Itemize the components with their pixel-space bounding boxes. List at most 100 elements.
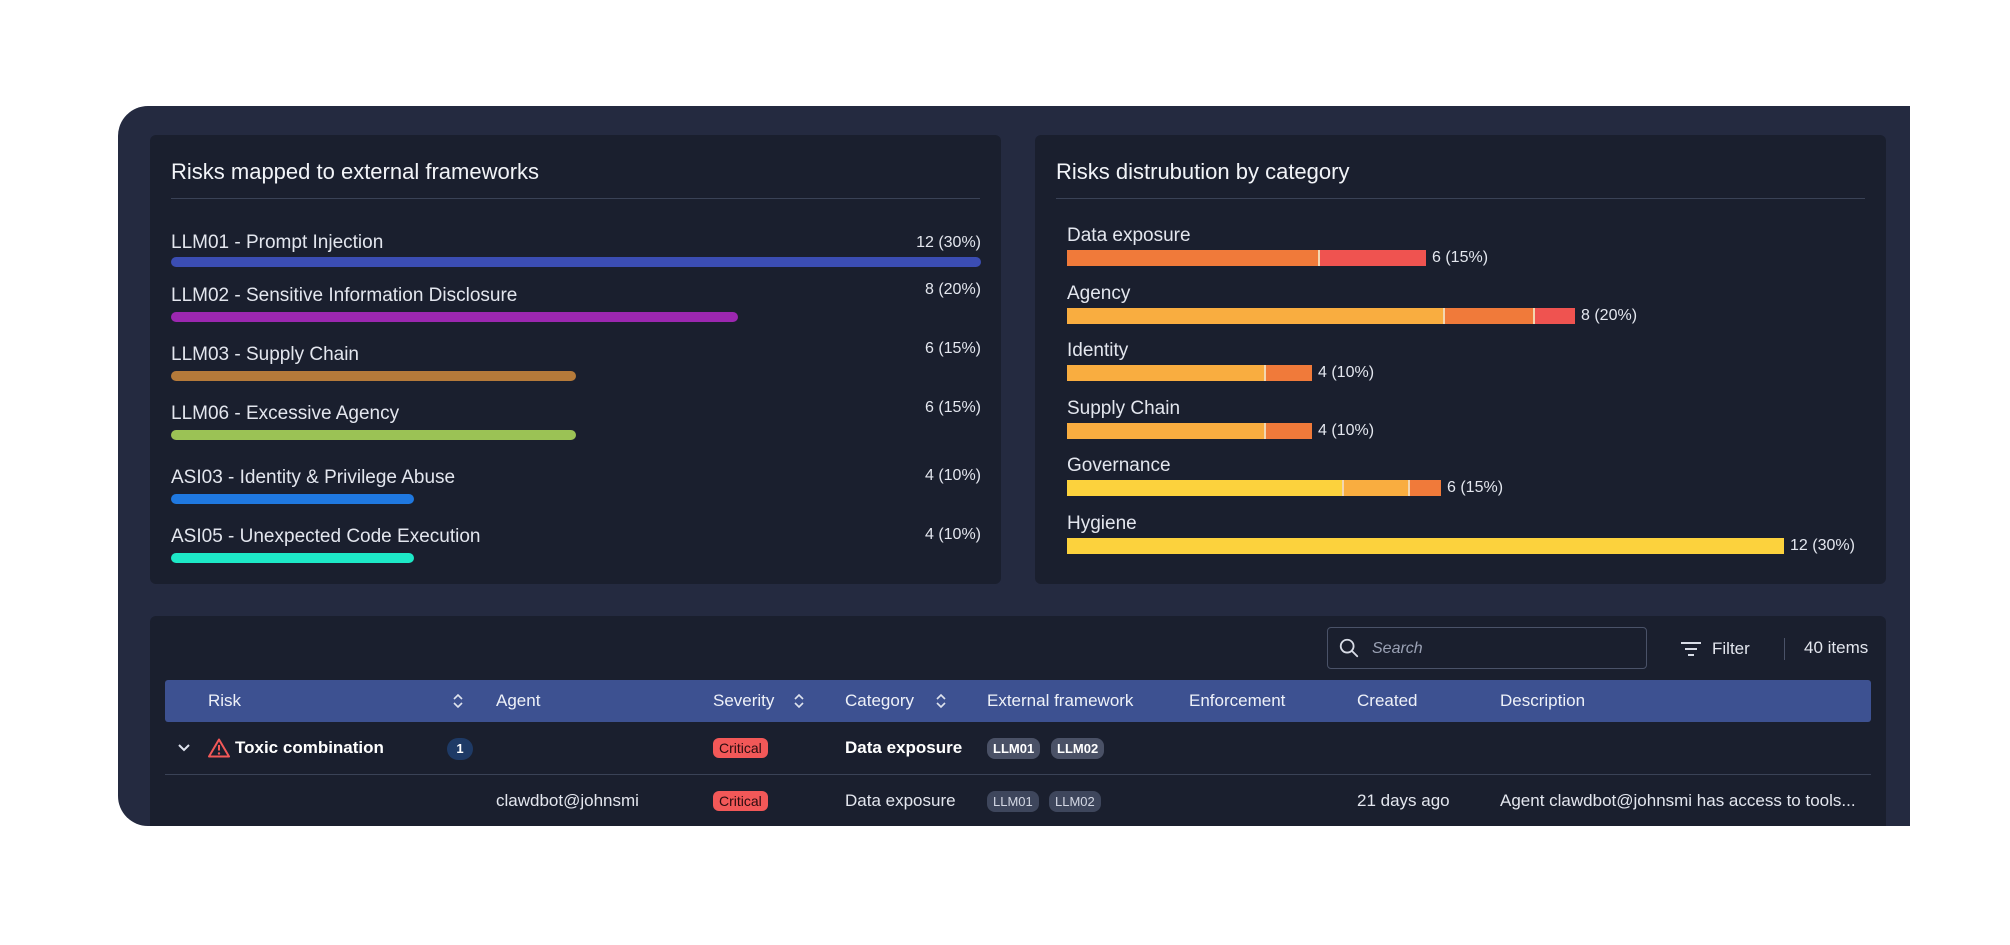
category-bar-segment [1067,365,1264,381]
divider [1056,198,1865,199]
row-description: Agent clawdbot@johnsmi has access to too… [1500,791,1856,810]
sort-icon[interactable] [452,692,464,710]
framework-bar [171,257,981,267]
framework-row: ASI03 - Identity & Privilege Abuse 4 (10… [171,467,981,507]
framework-row: ASI05 - Unexpected Code Execution 4 (10%… [171,526,981,566]
framework-value: 8 (20%) [924,281,981,298]
category-bar-segment [1408,480,1441,496]
category-bar-segment [1067,308,1443,324]
framework-label: ASI03 - Identity & Privilege Abuse [171,467,456,488]
framework-label: LLM03 - Supply Chain [171,344,359,365]
search-input[interactable] [1370,634,1634,664]
column-header-severity[interactable]: Severity [713,691,775,710]
framework-label: ASI05 - Unexpected Code Execution [171,526,481,547]
category-bar [1067,250,1426,266]
column-header-enforcement[interactable]: Enforcement [1189,691,1286,710]
framework-bar [171,494,414,504]
row-agent: clawdbot@johnsmi [496,791,639,810]
category-value: 6 (15%) [1447,479,1504,496]
category-bar-segment [1264,423,1312,439]
category-value: 12 (30%) [1790,537,1855,554]
category-label: Data exposure [1067,225,1191,246]
category-row: Identity 4 (10%) [1067,340,1877,384]
group-risk-name: Toxic combination [235,738,384,757]
category-bar-segment [1443,308,1533,324]
row-category: Data exposure [845,791,956,810]
table-group-row[interactable]: Toxic combination 1 Critical Data exposu… [165,724,1871,776]
column-header-external-framework[interactable]: External framework [987,691,1134,710]
sort-icon[interactable] [935,692,947,710]
risks-table-panel: Filter 40 items Risk Agent Severity Cate… [150,616,1886,826]
category-value: 8 (20%) [1581,307,1638,324]
severity-badge: Critical [713,791,768,811]
category-value: 4 (10%) [1318,422,1375,439]
category-bar-segment [1067,423,1264,439]
framework-tag: LLM01 [987,791,1039,812]
framework-row: LLM06 - Excessive Agency 6 (15%) [171,399,981,443]
framework-label: LLM06 - Excessive Agency [171,403,400,424]
framework-bar [171,430,576,440]
framework-value: 12 (30%) [916,234,981,251]
framework-bar [171,371,576,381]
search-icon [1339,638,1359,658]
framework-value: 4 (10%) [924,467,981,484]
risk-dashboard: Risks mapped to external frameworks LLM0… [118,106,1910,826]
category-row: Data exposure 6 (15%) [1067,225,1877,269]
framework-row: LLM03 - Supply Chain 6 (15%) [171,340,981,384]
category-bar-segment [1533,308,1575,324]
category-row: Agency 8 (20%) [1067,283,1877,327]
column-header-created[interactable]: Created [1357,691,1418,710]
framework-row: LLM01 - Prompt Injection 12 (30%) [171,232,981,272]
framework-label: LLM01 - Prompt Injection [171,232,384,253]
table-row[interactable]: clawdbot@johnsmi Critical Data exposure … [165,776,1871,826]
category-row: Supply Chain 4 (10%) [1067,398,1877,442]
framework-value: 6 (15%) [924,399,981,416]
category-row: Hygiene 12 (30%) [1067,513,1877,557]
category-bar [1067,480,1441,496]
sort-icon[interactable] [793,692,805,710]
category-label: Supply Chain [1067,398,1181,419]
category-bar-segment [1067,480,1342,496]
framework-tag: LLM01 [987,738,1041,759]
column-header-category[interactable]: Category [845,691,914,710]
column-header-description[interactable]: Description [1500,691,1586,710]
search-box[interactable] [1327,627,1647,669]
column-header-risk[interactable]: Risk [208,691,242,710]
framework-tag: LLM02 [1049,791,1101,812]
column-header-agent[interactable]: Agent [496,691,541,710]
category-label: Agency [1067,283,1131,304]
chevron-down-icon[interactable] [177,743,191,753]
frameworks-panel-title: Risks mapped to external frameworks [171,159,540,184]
framework-value: 4 (10%) [924,526,981,543]
category-value: 4 (10%) [1318,364,1375,381]
category-bar-segment [1067,538,1784,554]
severity-badge: Critical [713,738,768,758]
category-bar-segment [1318,250,1426,266]
table-header: Risk Agent Severity Category External fr… [165,680,1871,722]
category-bar [1067,308,1575,324]
divider [1784,638,1785,660]
items-count: 40 items [1804,638,1869,657]
filter-label: Filter [1712,639,1750,658]
category-panel-title: Risks distrubution by category [1056,159,1350,184]
framework-label: LLM02 - Sensitive Information Disclosure [171,285,518,306]
framework-value: 6 (15%) [924,340,981,357]
category-value: 6 (15%) [1432,249,1489,266]
filter-button[interactable]: Filter [1680,636,1750,662]
category-bar [1067,423,1312,439]
category-bar-segment [1067,250,1318,266]
category-bar [1067,538,1784,554]
group-category: Data exposure [845,738,963,757]
framework-tag: LLM02 [1051,738,1105,759]
group-count-badge: 1 [447,738,473,760]
framework-bar [171,312,738,322]
category-bar [1067,365,1312,381]
frameworks-panel: Risks mapped to external frameworks LLM0… [150,135,1001,584]
category-bar-segment [1342,480,1408,496]
category-label: Governance [1067,455,1171,476]
framework-bar [171,553,414,563]
framework-row: LLM02 - Sensitive Information Disclosure… [171,281,981,325]
divider [171,198,980,199]
category-bar-segment [1264,365,1312,381]
row-created: 21 days ago [1357,791,1450,810]
